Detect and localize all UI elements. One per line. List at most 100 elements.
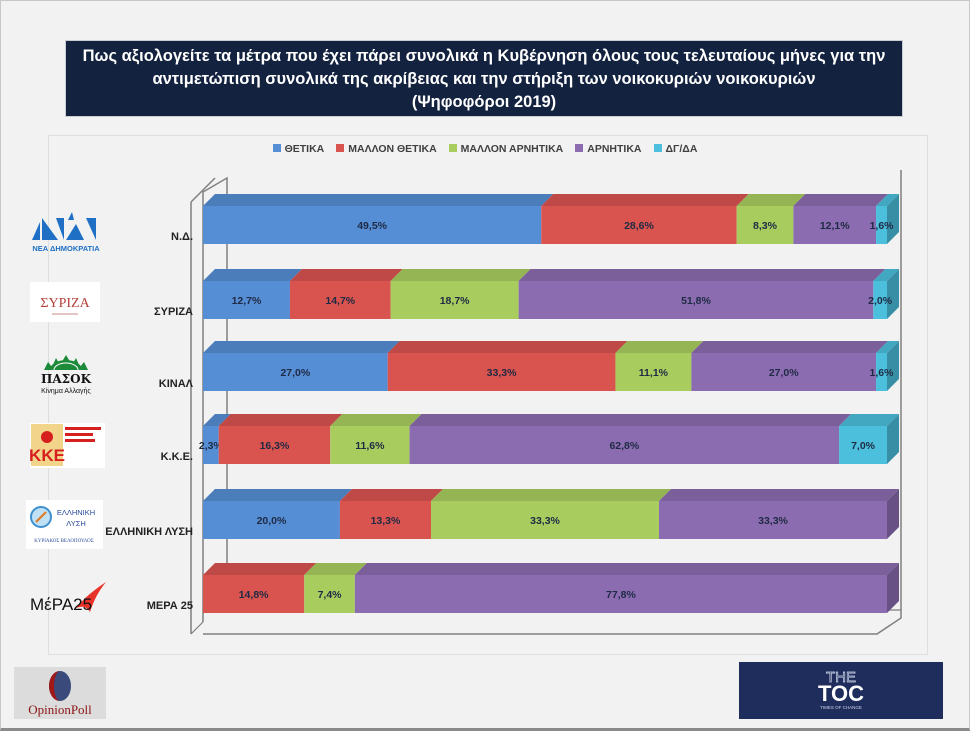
bar-top-face [736,194,806,206]
bar-top-face [431,489,671,501]
bar-side-face [887,341,899,391]
bar-top-face [330,414,422,426]
bar-top-face [615,341,704,353]
legend-label: ΜΑΛΛΟΝ ΘΕΤΙΚΑ [348,143,437,155]
pasok-logo-text: ΠΑΣΟΚ [41,372,92,386]
svg-text:ΕΛΛΗΝΙΚΗ: ΕΛΛΗΝΙΚΗ [57,508,95,517]
data-label: 49,5% [357,220,387,232]
bar-top-face [304,563,367,575]
bar-top-face [203,194,554,206]
bar-segment [203,206,542,244]
legend-item: ΜΑΛΛΟΝ ΘΕΤΙΚΑ [336,143,437,155]
bar-segment [839,426,887,464]
bar-top-face [203,269,302,281]
data-label: 12,1% [820,220,850,232]
bar-top-face [793,194,889,206]
bar-top-face [876,341,899,353]
pasok-logo-subtext: Κίνημα Αλλαγής [41,387,91,395]
bar-segment [873,281,887,319]
bar-side-face [887,414,899,464]
bar-top-face [659,489,899,501]
data-label: 12,7% [232,295,262,307]
bar-segment [203,501,340,539]
kke-logo-text: ΚΚΕ [30,446,65,465]
bar-side-face [887,194,899,244]
legend-item: ΜΑΛΛΟΝ ΑΡΝΗΤΙΚΑ [448,143,563,155]
category-label: Κ.Κ.Ε. [160,451,193,463]
bar-top-face [203,414,231,426]
bar-segment [304,575,355,613]
legend-item: ΘΕΤΙΚΑ [272,143,324,155]
nea-dimokratia-logo-mark: ΝΕΑ ΔΗΜΟΚΡΑΤΙΑ [32,212,100,253]
the-toc-logo-main: TOC [818,681,864,706]
bar-side-face [887,563,899,613]
bar-segment [876,353,887,391]
chart-floor-left-edge [190,621,204,635]
syriza-logo: ΣΥΡΙΖΑ [30,282,100,322]
legend-swatch [336,144,345,152]
data-label: 27,0% [280,367,310,379]
opinion-poll-logo-text: OpinionPoll [28,702,92,717]
bar-top-face [203,489,352,501]
mera25-logo: ΜέΡΑ25 [28,578,108,618]
bar-segment [659,501,887,539]
bar-segment [330,426,410,464]
bar-top-face [289,269,403,281]
data-label: 18,7% [440,295,470,307]
kke-logo: ΚΚΕ [29,423,105,468]
data-label: 28,6% [624,220,654,232]
the-toc-logo: THE TOC TIMES OF CHANGE [739,662,943,719]
category-label: ΜΕΡΑ 25 [146,600,193,612]
bar-segment [354,575,887,613]
legend-item: ΔΓ/ΔΑ [653,143,698,155]
legend-item: ΑΡΝΗΤΙΚΑ [575,143,642,155]
bar-segment [691,353,877,391]
data-label: 11,6% [355,440,385,452]
bar-top-face [203,341,400,353]
data-label: 14,8% [239,589,269,601]
nea-dimokratia-logo-text: ΝΕΑ ΔΗΜΟΚΡΑΤΙΑ [32,244,100,253]
opinion-poll-logo: OpinionPoll [14,667,106,719]
chart-back-wall-left [202,176,228,622]
data-label: 7,4% [318,589,343,601]
legend-swatch [653,144,662,152]
data-label: 33,3% [530,515,560,527]
bar-segment [203,575,305,613]
data-label: 7,0% [851,440,876,452]
category-label: ΣΥΡΙΖΑ [154,306,193,318]
data-label: 2,0% [868,295,893,307]
bar-segment [387,353,616,391]
chart-legend: ΘΕΤΙΚΑ ΜΑΛΛΟΝ ΘΕΤΙΚΑ ΜΑΛΛΟΝ ΑΡΝΗΤΙΚΑ ΑΡΝΗΤΙ… [0,143,970,155]
chart-frame-right [203,170,902,635]
data-label: 2,3% [199,440,224,452]
bar-top-face [876,194,899,206]
bar-top-face [203,563,317,575]
legend-label: ΑΡΝΗΤΙΚΑ [587,143,642,155]
data-label: 62,8% [609,440,639,452]
legend-label: ΔΓ/ΔΑ [665,143,698,155]
bar-side-face [887,489,899,539]
bar-segment [431,501,659,539]
bar-segment [218,426,331,464]
bar-segment [390,281,519,319]
bar-segment [203,281,290,319]
bar-side-face [887,269,899,319]
data-label: 8,3% [753,220,778,232]
bar-segment [339,501,431,539]
bar-top-face [390,269,531,281]
the-toc-logo-top: THE [826,669,856,686]
bar-top-face [339,489,443,501]
bar-top-face [354,563,899,575]
legend-swatch [272,144,281,152]
title-line-1: Πως αξιολογείτε τα μέτρα που έχει πάρει … [82,47,886,65]
bar-top-face [409,414,852,426]
bar-segment [793,206,877,244]
syriza-logo-text: ΣΥΡΙΖΑ [40,296,90,311]
bar-segment [876,206,887,244]
legend-swatch [448,144,457,152]
legend-swatch [575,144,584,152]
the-toc-logo-sub: TIMES OF CHANGE [820,705,862,710]
bar-segment [615,353,692,391]
data-label: 1,6% [870,367,895,379]
